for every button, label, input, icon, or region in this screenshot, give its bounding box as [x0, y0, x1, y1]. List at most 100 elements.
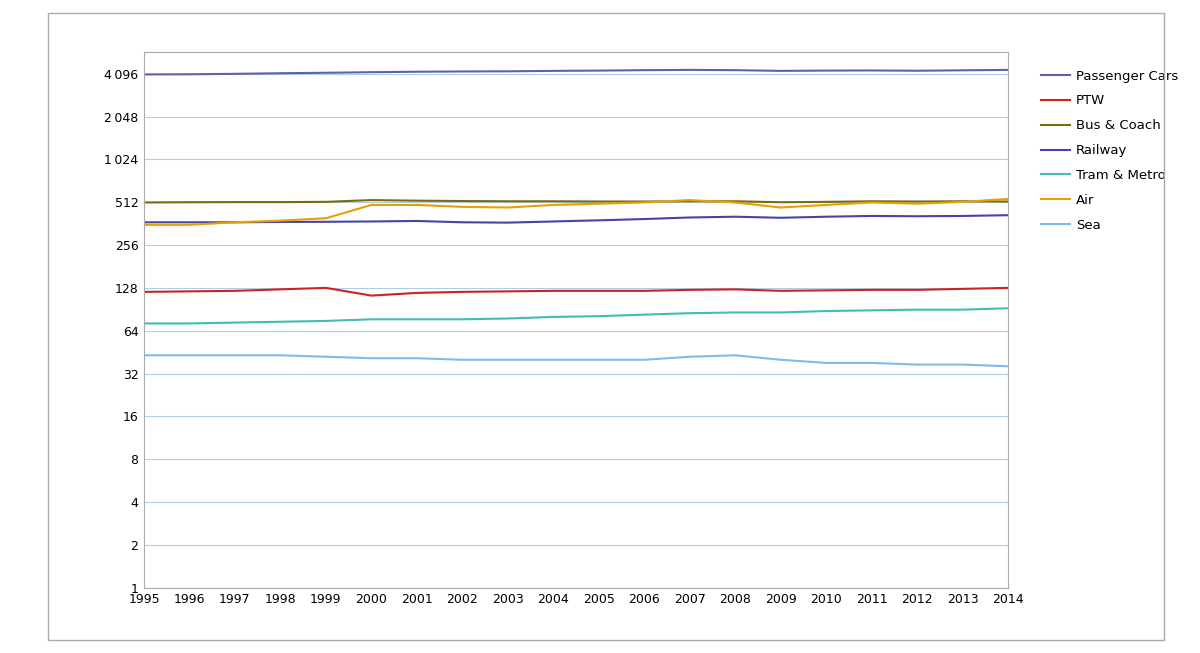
- Sea: [455, 356, 469, 364]
- PTW: [864, 286, 878, 294]
- Railway: [364, 217, 378, 225]
- PTW: [546, 287, 560, 295]
- Tram & Metro: [818, 307, 833, 315]
- Bus & Coach: [818, 198, 833, 206]
- Sea: [955, 360, 970, 368]
- Passenger Cars: [728, 66, 743, 74]
- Line: Bus & Coach: Bus & Coach: [144, 200, 1008, 202]
- Railway: [683, 214, 697, 221]
- Sea: [319, 353, 334, 360]
- Passenger Cars: [137, 71, 151, 78]
- PTW: [728, 285, 743, 293]
- Tram & Metro: [182, 319, 197, 327]
- Tram & Metro: [955, 306, 970, 313]
- Air: [228, 218, 242, 226]
- Line: Air: Air: [144, 199, 1008, 225]
- Air: [364, 201, 378, 209]
- PTW: [774, 287, 788, 295]
- Sea: [182, 351, 197, 359]
- PTW: [455, 288, 469, 296]
- Tram & Metro: [455, 315, 469, 323]
- Railway: [228, 218, 242, 226]
- Sea: [864, 359, 878, 367]
- PTW: [228, 287, 242, 295]
- Passenger Cars: [546, 67, 560, 75]
- Railway: [955, 212, 970, 220]
- PTW: [319, 284, 334, 292]
- Tram & Metro: [274, 318, 288, 326]
- Sea: [1001, 362, 1015, 370]
- Air: [592, 200, 606, 208]
- PTW: [910, 286, 924, 294]
- Bus & Coach: [955, 197, 970, 205]
- Line: Sea: Sea: [144, 355, 1008, 366]
- Tram & Metro: [1001, 304, 1015, 312]
- Tram & Metro: [910, 306, 924, 313]
- Bus & Coach: [592, 198, 606, 206]
- Tram & Metro: [409, 315, 424, 323]
- Passenger Cars: [910, 67, 924, 74]
- Air: [774, 204, 788, 212]
- Line: Railway: Railway: [144, 215, 1008, 223]
- Sea: [364, 355, 378, 362]
- Railway: [910, 212, 924, 220]
- PTW: [592, 287, 606, 295]
- Air: [274, 217, 288, 225]
- PTW: [364, 292, 378, 300]
- Railway: [182, 218, 197, 226]
- Bus & Coach: [637, 198, 652, 206]
- Air: [137, 221, 151, 229]
- Bus & Coach: [1001, 198, 1015, 206]
- PTW: [409, 289, 424, 297]
- Air: [1001, 195, 1015, 203]
- Bus & Coach: [910, 198, 924, 206]
- Passenger Cars: [319, 69, 334, 76]
- Bus & Coach: [774, 199, 788, 206]
- Bus & Coach: [364, 196, 378, 204]
- Air: [546, 201, 560, 209]
- Sea: [546, 356, 560, 364]
- Legend: Passenger Cars, PTW, Bus & Coach, Railway, Tram & Metro, Air, Sea: Passenger Cars, PTW, Bus & Coach, Railwa…: [1040, 70, 1178, 232]
- Line: Tram & Metro: Tram & Metro: [144, 308, 1008, 323]
- Tram & Metro: [592, 312, 606, 320]
- Passenger Cars: [182, 71, 197, 78]
- Passenger Cars: [637, 66, 652, 74]
- Railway: [864, 212, 878, 220]
- Tram & Metro: [137, 319, 151, 327]
- Sea: [910, 360, 924, 368]
- Railway: [818, 213, 833, 221]
- Tram & Metro: [500, 315, 515, 323]
- Railway: [137, 218, 151, 226]
- Passenger Cars: [409, 68, 424, 76]
- Air: [455, 203, 469, 211]
- PTW: [182, 287, 197, 295]
- Air: [864, 199, 878, 206]
- Railway: [637, 215, 652, 223]
- Railway: [500, 219, 515, 227]
- Passenger Cars: [592, 67, 606, 74]
- Sea: [683, 353, 697, 360]
- Line: Passenger Cars: Passenger Cars: [144, 70, 1008, 74]
- Bus & Coach: [137, 199, 151, 206]
- Bus & Coach: [182, 199, 197, 206]
- Passenger Cars: [818, 67, 833, 74]
- Tram & Metro: [683, 310, 697, 317]
- PTW: [955, 285, 970, 293]
- Passenger Cars: [455, 67, 469, 75]
- Sea: [637, 356, 652, 364]
- Passenger Cars: [955, 67, 970, 74]
- Air: [683, 196, 697, 204]
- Railway: [1001, 212, 1015, 219]
- Sea: [137, 351, 151, 359]
- Bus & Coach: [409, 197, 424, 204]
- Bus & Coach: [546, 197, 560, 205]
- Railway: [274, 218, 288, 226]
- PTW: [274, 285, 288, 293]
- Tram & Metro: [728, 308, 743, 316]
- Passenger Cars: [500, 67, 515, 75]
- Sea: [818, 359, 833, 367]
- Bus & Coach: [728, 197, 743, 205]
- PTW: [637, 287, 652, 295]
- PTW: [500, 287, 515, 295]
- Passenger Cars: [864, 67, 878, 74]
